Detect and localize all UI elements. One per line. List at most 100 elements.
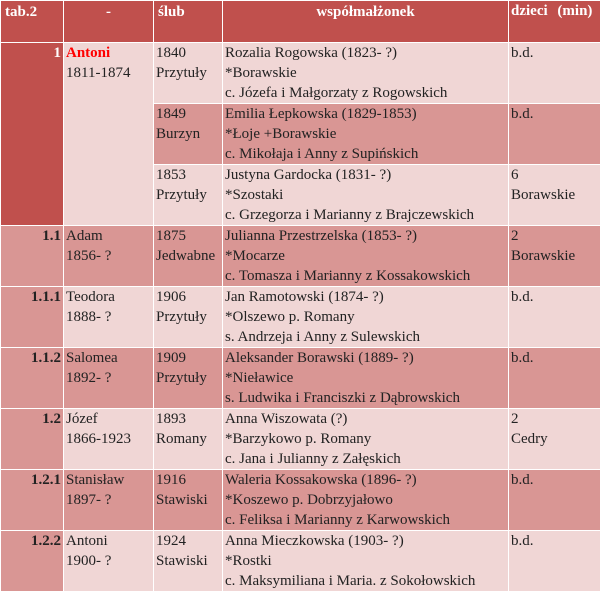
children-count: b.d. xyxy=(511,287,598,307)
person-years: 1888- ? xyxy=(66,307,151,327)
wedding-cell: 1853 Przytuły xyxy=(154,165,223,226)
children-count: b.d. xyxy=(511,470,598,490)
header-children: dzieci (min) xyxy=(509,1,600,43)
person-years: 1897- ? xyxy=(66,490,151,510)
children-count: b.d. xyxy=(511,348,598,368)
person-years: 1900- ? xyxy=(66,551,151,571)
person-cell: Józef 1866-1923 xyxy=(64,409,154,470)
spouse-cell: Waleria Kossakowska (1896- ?) *Koszewo p… xyxy=(223,470,509,531)
person-cell: Antoni 1900- ? xyxy=(64,531,154,592)
table-row: 1.2.2 Antoni 1900- ? 1924 Stawiski Anna … xyxy=(1,531,600,592)
children-cell: 2 Borawskie xyxy=(509,226,600,287)
spouse-name: Aleksander Borawski (1889- ?) xyxy=(225,348,506,368)
header-children-line1: dzieci xyxy=(511,3,554,19)
table-row: 1 Antoni 1811-1874 1840 Przytuły Rozalia… xyxy=(1,43,600,104)
spouse-name: Anna Wiszowata (?) xyxy=(225,409,506,429)
wedding-year: 1916 xyxy=(156,470,220,490)
person-cell: Teodora 1888- ? xyxy=(64,287,154,348)
wedding-cell: 1916 Stawiski xyxy=(154,470,223,531)
spouse-origin: *Nieławice xyxy=(225,368,506,388)
children-place: Borawskie xyxy=(511,246,598,266)
person-name: Salomea xyxy=(66,348,151,368)
header-person: - xyxy=(64,1,154,43)
spouse-origin: *Szostaki xyxy=(225,185,506,205)
spouse-parents: c. Mikołaja i Anny z Supińskich xyxy=(225,144,506,164)
children-place: Borawskie xyxy=(511,185,598,205)
spouse-name: Anna Mieczkowska (1903- ?) xyxy=(225,531,506,551)
wedding-place: Przytuły xyxy=(156,185,220,205)
spouse-name: Julianna Przestrzelska (1853- ?) xyxy=(225,226,506,246)
person-years: 1811-1874 xyxy=(66,63,151,83)
spouse-name: Emilia Łepkowska (1829-1853) xyxy=(225,104,506,124)
table-row: 1.1 Adam 1856- ? 1875 Jedwabne Julianna … xyxy=(1,226,600,287)
children-cell: 2 Cedry xyxy=(509,409,600,470)
spouse-parents: s. Ludwika i Franciszki z Dąbrowskich xyxy=(225,388,506,408)
person-cell: Adam 1856- ? xyxy=(64,226,154,287)
row-id: 1.2.1 xyxy=(1,470,64,531)
spouse-parents: c. Feliksa i Marianny z Karwowskich xyxy=(225,510,506,530)
children-count: b.d. xyxy=(511,104,598,124)
spouse-name: Jan Ramotowski (1874- ?) xyxy=(225,287,506,307)
wedding-year: 1893 xyxy=(156,409,220,429)
table-row: 1.2.1 Stanisław 1897- ? 1916 Stawiski Wa… xyxy=(1,470,600,531)
spouse-origin: *Barzykowo p. Romany xyxy=(225,429,506,449)
wedding-year: 1840 xyxy=(156,43,220,63)
person-name: Antoni xyxy=(66,43,151,63)
spouse-parents: c. Tomasza i Marianny z Kossakowskich xyxy=(225,266,506,286)
wedding-place: Przytuły xyxy=(156,368,220,388)
wedding-year: 1875 xyxy=(156,226,220,246)
spouse-origin: *Koszewo p. Dobrzyjałowo xyxy=(225,490,506,510)
header-wedding: ślub xyxy=(154,1,223,43)
wedding-cell: 1849 Burzyn xyxy=(154,104,223,165)
wedding-year: 1849 xyxy=(156,104,220,124)
spouse-parents: s. Andrzeja i Anny z Sulewskich xyxy=(225,327,506,347)
wedding-cell: 1875 Jedwabne xyxy=(154,226,223,287)
table-row: 1.1.1 Teodora 1888- ? 1906 Przytuły Jan … xyxy=(1,287,600,348)
spouse-cell: Emilia Łepkowska (1829-1853) *Łoje +Bora… xyxy=(223,104,509,165)
wedding-place: Przytuły xyxy=(156,63,220,83)
spouse-name: Waleria Kossakowska (1896- ?) xyxy=(225,470,506,490)
children-cell: 6 Borawskie xyxy=(509,165,600,226)
person-cell: Salomea 1892- ? xyxy=(64,348,154,409)
children-count: 2 xyxy=(511,226,598,246)
person-cell: Stanisław 1897- ? xyxy=(64,470,154,531)
wedding-year: 1906 xyxy=(156,287,220,307)
row-id: 1.1 xyxy=(1,226,64,287)
wedding-place: Jedwabne xyxy=(156,246,220,266)
spouse-cell: Jan Ramotowski (1874- ?) *Olszewo p. Rom… xyxy=(223,287,509,348)
spouse-cell: Anna Mieczkowska (1903- ?) *Rostki c. Ma… xyxy=(223,531,509,592)
spouse-name: Justyna Gardocka (1831- ?) xyxy=(225,165,506,185)
spouse-origin: *Łoje +Borawskie xyxy=(225,124,506,144)
person-years: 1856- ? xyxy=(66,246,151,266)
header-row: tab.2 - ślub współmałżonek dzieci (min) xyxy=(1,1,600,43)
wedding-place: Przytuły xyxy=(156,307,220,327)
wedding-place: Stawiski xyxy=(156,551,220,571)
spouse-cell: Justyna Gardocka (1831- ?) *Szostaki c. … xyxy=(223,165,509,226)
person-years: 1866-1923 xyxy=(66,429,151,449)
table-row: 1.2 Józef 1866-1923 1893 Romany Anna Wis… xyxy=(1,409,600,470)
spouse-cell: Aleksander Borawski (1889- ?) *Nieławice… xyxy=(223,348,509,409)
children-cell: b.d. xyxy=(509,287,600,348)
wedding-place: Romany xyxy=(156,429,220,449)
spouse-parents: c. Grzegorza i Marianny z Brajczewskich xyxy=(225,205,506,225)
person-name: Stanisław xyxy=(66,470,151,490)
spouse-cell: Rozalia Rogowska (1823- ?) *Borawskie c.… xyxy=(223,43,509,104)
spouse-origin: *Olszewo p. Romany xyxy=(225,307,506,327)
header-id: tab.2 xyxy=(1,1,64,43)
children-cell: b.d. xyxy=(509,531,600,592)
spouse-cell: Anna Wiszowata (?) *Barzykowo p. Romany … xyxy=(223,409,509,470)
row-id: 1.1.1 xyxy=(1,287,64,348)
wedding-year: 1924 xyxy=(156,531,220,551)
children-cell: b.d. xyxy=(509,348,600,409)
row-id: 1 xyxy=(1,43,64,226)
wedding-cell: 1906 Przytuły xyxy=(154,287,223,348)
spouse-origin: *Borawskie xyxy=(225,63,506,83)
spouse-parents: c. Jana i Julianny z Załęskich xyxy=(225,449,506,469)
person-name: Antoni xyxy=(66,531,151,551)
children-count: b.d. xyxy=(511,43,598,63)
person-years: 1892- ? xyxy=(66,368,151,388)
children-cell: b.d. xyxy=(509,43,600,104)
row-id: 1.2.2 xyxy=(1,531,64,592)
spouse-parents: c. Maksymiliana i Maria. z Sokołowskich xyxy=(225,571,506,591)
children-count: b.d. xyxy=(511,531,598,551)
